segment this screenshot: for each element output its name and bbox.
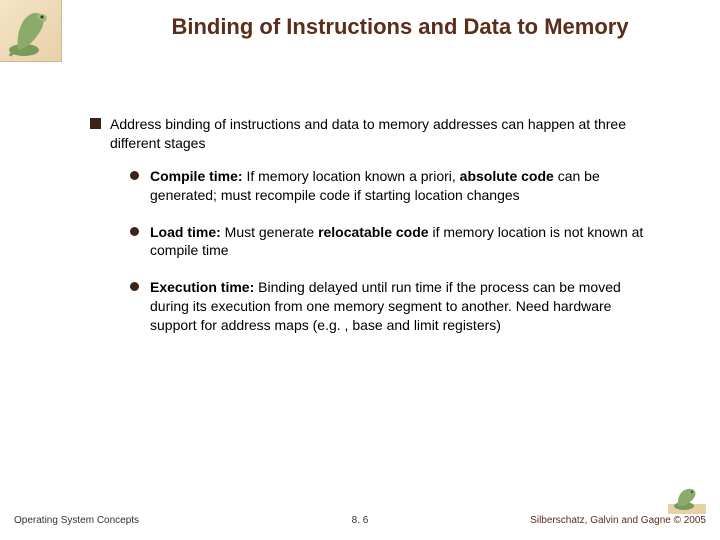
- sub-bullet-bold: relocatable code: [318, 224, 429, 240]
- slide-content: Address binding of instructions and data…: [90, 115, 660, 353]
- corner-decoration: [0, 0, 62, 62]
- footer-right: Silberschatz, Galvin and Gagne © 2005: [530, 515, 706, 526]
- sub-bullet-label: Compile time:: [150, 168, 243, 184]
- main-bullet: Address binding of instructions and data…: [90, 115, 660, 335]
- slide-title: Binding of Instructions and Data to Memo…: [100, 14, 700, 40]
- sub-bullet: Compile time: If memory location known a…: [130, 167, 660, 205]
- sub-bullet-text: If memory location known a priori,: [243, 168, 460, 184]
- sub-bullet: Load time: Must generate relocatable cod…: [130, 223, 660, 261]
- footer: Operating System Concepts 8. 6 Silbersch…: [0, 500, 720, 530]
- dinosaur-icon: [6, 2, 56, 60]
- sub-bullet-list: Compile time: If memory location known a…: [110, 167, 660, 335]
- sub-bullet-bold: absolute code: [460, 168, 554, 184]
- sub-bullet-text: Must generate: [221, 224, 318, 240]
- sub-bullet: Execution time: Binding delayed until ru…: [130, 278, 660, 335]
- sub-bullet-label: Load time:: [150, 224, 221, 240]
- main-bullet-text: Address binding of instructions and data…: [110, 116, 626, 151]
- sub-bullet-label: Execution time:: [150, 279, 254, 295]
